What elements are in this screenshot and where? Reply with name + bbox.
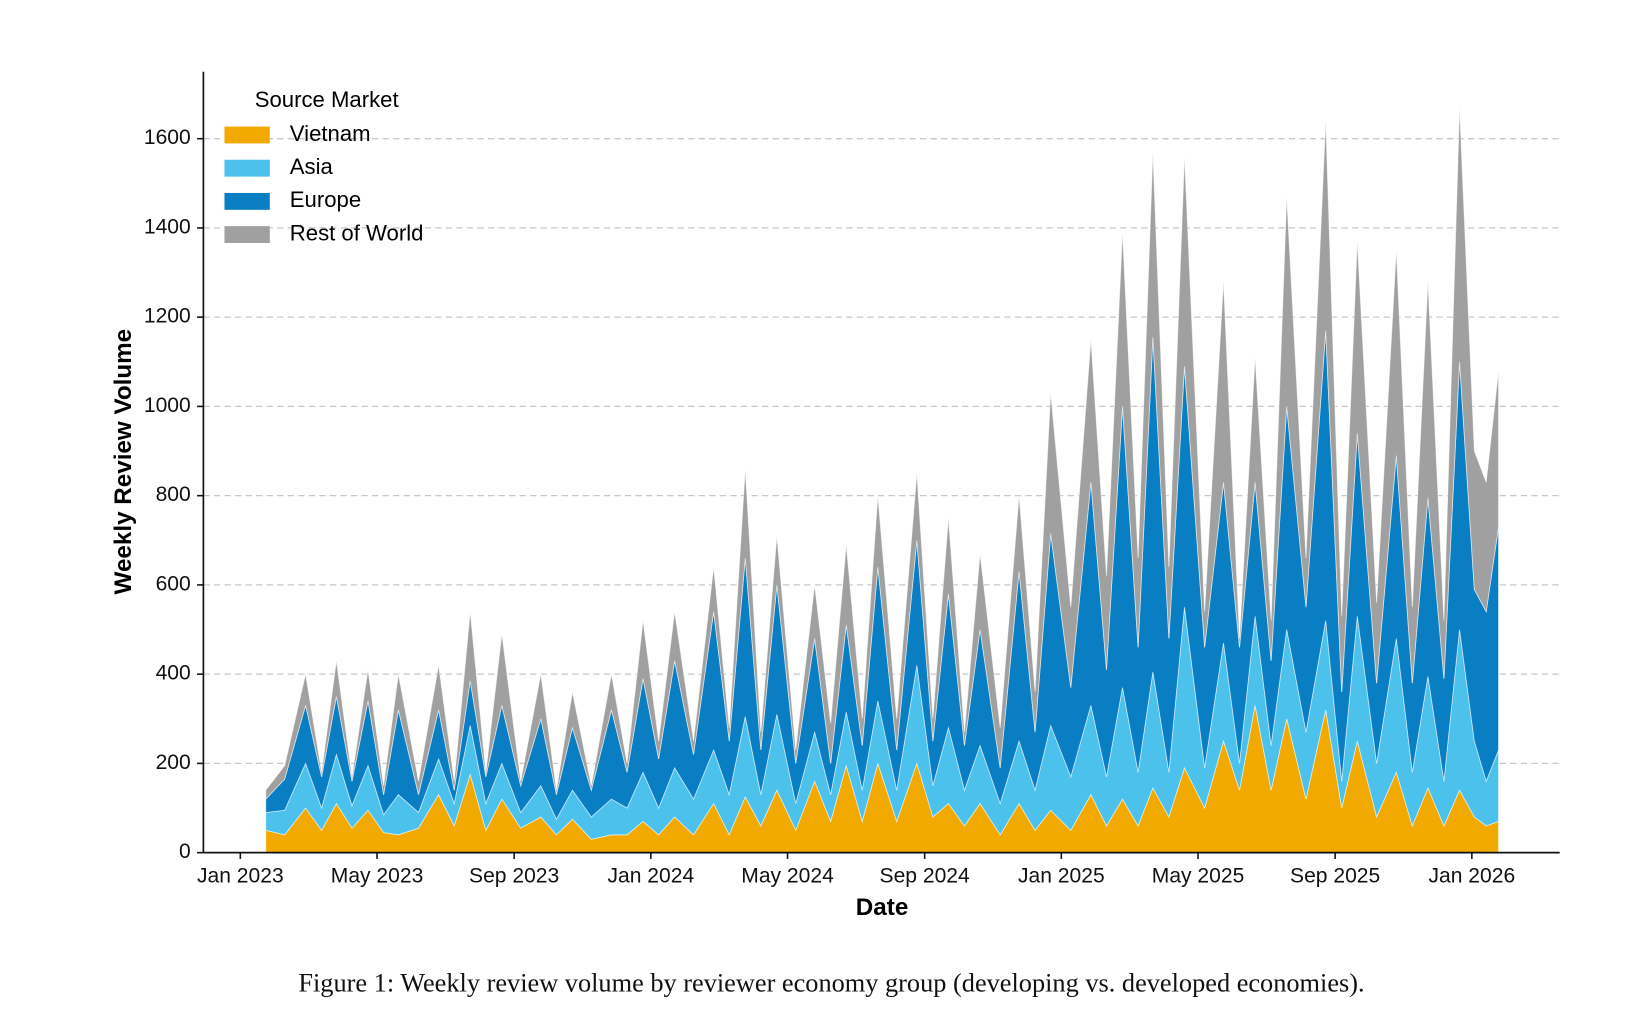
legend-label: Asia — [290, 154, 334, 179]
x-tick-label: May 2023 — [331, 864, 423, 887]
legend-swatch — [224, 159, 270, 177]
legend-title: Source Market — [255, 87, 399, 112]
legend-swatch — [224, 192, 270, 210]
x-tick-label: May 2025 — [1152, 864, 1244, 887]
y-tick-label: 200 — [156, 751, 191, 774]
y-tick-label: 1200 — [144, 305, 191, 328]
y-tick-label: 400 — [156, 662, 191, 685]
legend-swatch — [224, 226, 270, 243]
y-tick-label: 800 — [156, 483, 191, 506]
y-tick-label: 1000 — [144, 394, 191, 417]
y-tick-label: 600 — [156, 572, 191, 595]
x-tick-label: Jan 2025 — [1018, 864, 1105, 887]
y-tick-label: 1400 — [144, 215, 191, 238]
x-tick-label: Sep 2025 — [1290, 864, 1380, 887]
legend-label: Vietnam — [290, 121, 371, 146]
y-tick-label: 0 — [179, 840, 191, 863]
caption: Figure 1: Weekly review volume by review… — [298, 968, 1364, 997]
plot-area — [203, 107, 1560, 854]
legend-swatch — [224, 126, 270, 144]
x-tick-label: Sep 2024 — [880, 864, 970, 887]
x-axis-label: Date — [856, 894, 909, 921]
x-tick-label: Jan 2023 — [197, 864, 284, 887]
legend-label: Rest of World — [290, 220, 424, 245]
area — [265, 107, 1499, 801]
x-tick-label: Jan 2024 — [608, 864, 695, 887]
x-tick-label: Sep 2023 — [469, 864, 559, 887]
x-tick-label: Jan 2026 — [1429, 864, 1516, 887]
legend-label: Europe — [290, 187, 361, 212]
y-tick-label: 1600 — [144, 126, 191, 149]
y-axis-label: Weekly Review Volume — [110, 329, 137, 595]
x-tick-label: May 2024 — [741, 864, 834, 887]
